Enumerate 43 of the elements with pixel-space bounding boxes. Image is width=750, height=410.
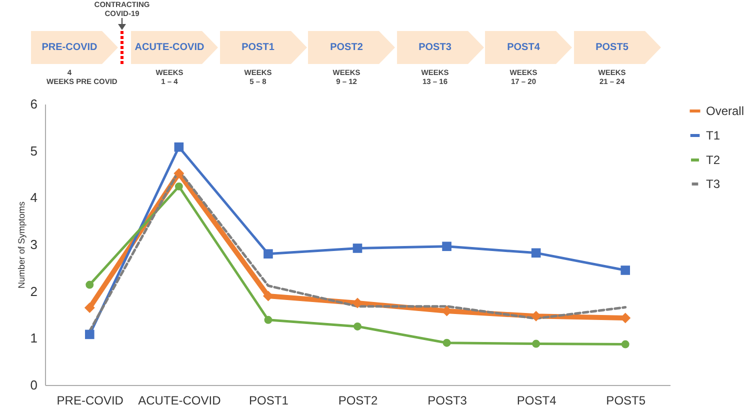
point [532, 340, 540, 348]
point [442, 242, 452, 252]
category-label: POST5 [594, 41, 630, 55]
y-tick-label: 2 [30, 284, 38, 299]
point [531, 248, 541, 258]
point [174, 142, 184, 152]
point [84, 302, 95, 313]
y-tick-label: 4 [30, 190, 38, 206]
category-label: POST3 [418, 41, 452, 55]
x-tick-label: PRE-COVID [56, 394, 124, 408]
legend-label: T2 [706, 153, 720, 167]
point [621, 340, 630, 348]
y-tick-label: 5 [30, 143, 38, 158]
point [174, 168, 184, 179]
point [352, 244, 362, 253]
legend-label: T1 [706, 128, 720, 142]
x-tick-label: POST3 [428, 394, 468, 408]
legend-label: Overall [706, 104, 744, 118]
point [174, 182, 183, 190]
point [620, 266, 630, 275]
x-tick-label: POST4 [516, 394, 557, 408]
point [264, 249, 273, 259]
x-tick-label: POST1 [249, 394, 289, 408]
y-tick-label: 1 [30, 330, 38, 346]
point [354, 322, 362, 330]
category-label: POST1 [240, 41, 276, 55]
category-label: POST4 [506, 41, 541, 55]
x-tick-label: ACUTE-COVID [138, 394, 222, 408]
point [86, 280, 94, 289]
category-label: POST2 [329, 41, 364, 55]
legend-label: T3 [706, 177, 720, 191]
point [442, 338, 451, 347]
x-tick-label: POST2 [338, 394, 378, 408]
category-label: PRE-COVID [40, 41, 98, 55]
category-label: ACUTE-COVID [134, 41, 206, 55]
y-axis-title: Number of Symptoms [16, 200, 26, 289]
x-tick-label: POST5 [606, 394, 646, 408]
point [530, 310, 542, 322]
y-tick-label: 6 [30, 96, 38, 112]
point [84, 330, 94, 340]
y-tick-label: 0 [30, 378, 38, 392]
y-tick-label: 3 [30, 237, 38, 252]
point [264, 316, 272, 324]
